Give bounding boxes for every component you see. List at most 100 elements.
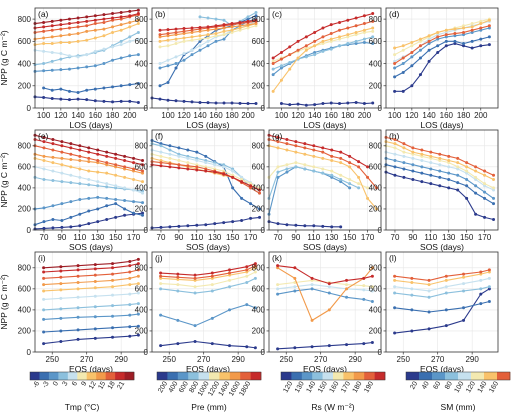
data-point: [246, 23, 250, 27]
data-point: [271, 73, 275, 77]
data-point: [119, 10, 123, 14]
data-point: [294, 165, 298, 169]
data-point: [182, 39, 186, 43]
data-point: [59, 265, 63, 269]
data-point: [128, 264, 132, 268]
y-tick-label: 800: [18, 264, 32, 273]
colorbar-2: 120 130 140 150 160 170 180 190 Rs (W m⁻²): [280, 371, 386, 412]
data-point: [479, 287, 483, 291]
data-point: [210, 274, 214, 278]
data-point: [479, 302, 483, 306]
data-point: [186, 156, 190, 160]
data-point: [420, 171, 424, 175]
x-tick-label: 180: [106, 111, 120, 120]
data-point: [93, 28, 97, 32]
data-point: [330, 225, 334, 229]
y-tick-label: 600: [252, 163, 266, 172]
data-point: [42, 29, 46, 33]
data-point: [293, 266, 297, 270]
data-point: [159, 282, 163, 286]
data-point: [285, 170, 289, 174]
data-point: [345, 283, 349, 287]
data-point: [204, 223, 208, 227]
data-point: [276, 283, 280, 287]
data-point: [87, 146, 91, 150]
colorbar-segment: [353, 372, 365, 380]
panel-label: (d): [389, 9, 400, 19]
data-point: [141, 180, 145, 184]
data-point: [102, 34, 106, 38]
data-point: [123, 199, 127, 203]
x-tick-label: 150: [226, 233, 240, 242]
data-point: [119, 99, 123, 103]
data-point: [85, 29, 89, 33]
data-point: [114, 186, 118, 190]
data-point: [479, 292, 483, 296]
colorbar-tick-label: 40: [421, 380, 431, 390]
colorbar-segment: [343, 372, 355, 380]
series-line: [43, 313, 139, 320]
data-point: [321, 167, 325, 171]
data-point: [42, 140, 46, 144]
data-point: [285, 137, 289, 141]
data-point: [42, 308, 46, 312]
data-point: [132, 177, 136, 181]
data-point: [128, 39, 132, 43]
data-point: [288, 67, 292, 71]
data-point: [176, 277, 180, 281]
data-point: [427, 39, 431, 43]
data-point: [339, 161, 343, 165]
data-point: [393, 46, 397, 50]
y-tick-label: 800: [135, 264, 149, 273]
data-point: [293, 281, 297, 285]
colorbar-3: 20 40 60 80 100 120 140 160 SM (mm): [405, 371, 511, 412]
data-point: [59, 316, 63, 320]
data-point: [182, 32, 186, 36]
data-point: [436, 35, 440, 39]
data-point: [193, 324, 197, 328]
data-point: [69, 152, 73, 156]
data-point: [96, 220, 100, 224]
data-point: [50, 88, 54, 92]
plot-frame: [385, 7, 499, 109]
data-point: [483, 173, 487, 177]
data-point: [357, 160, 361, 164]
data-point: [85, 88, 89, 92]
data-point: [411, 163, 415, 167]
data-point: [346, 42, 350, 46]
data-point: [159, 144, 163, 148]
data-point: [59, 282, 63, 286]
x-tick-label: 270: [314, 355, 328, 364]
data-point: [204, 154, 208, 158]
data-point: [159, 154, 163, 158]
data-point: [69, 225, 73, 229]
data-point: [447, 171, 451, 175]
data-point: [128, 14, 132, 18]
data-point: [330, 169, 334, 173]
data-point: [253, 266, 257, 270]
x-tick-label: 90: [57, 233, 66, 242]
data-point: [487, 35, 491, 39]
data-point: [231, 169, 235, 173]
colorbar-frame: [156, 371, 262, 381]
data-point: [93, 263, 97, 267]
data-point: [370, 299, 374, 303]
data-point: [206, 39, 210, 43]
data-point: [193, 285, 197, 289]
data-point: [479, 272, 483, 276]
data-point: [214, 34, 218, 38]
x-axis-label: SOS (days): [420, 242, 464, 252]
data-point: [85, 15, 89, 19]
y-tick-label: 200: [135, 327, 149, 336]
plot-frame: [385, 129, 499, 231]
data-point: [258, 207, 262, 211]
data-point: [362, 297, 366, 301]
data-point: [231, 186, 235, 190]
data-point: [168, 156, 172, 160]
plot-frame: [151, 251, 265, 353]
data-point: [93, 305, 97, 309]
y-tick-label: 400: [135, 184, 149, 193]
data-point: [102, 27, 106, 31]
data-point: [105, 171, 109, 175]
data-point: [346, 33, 350, 37]
